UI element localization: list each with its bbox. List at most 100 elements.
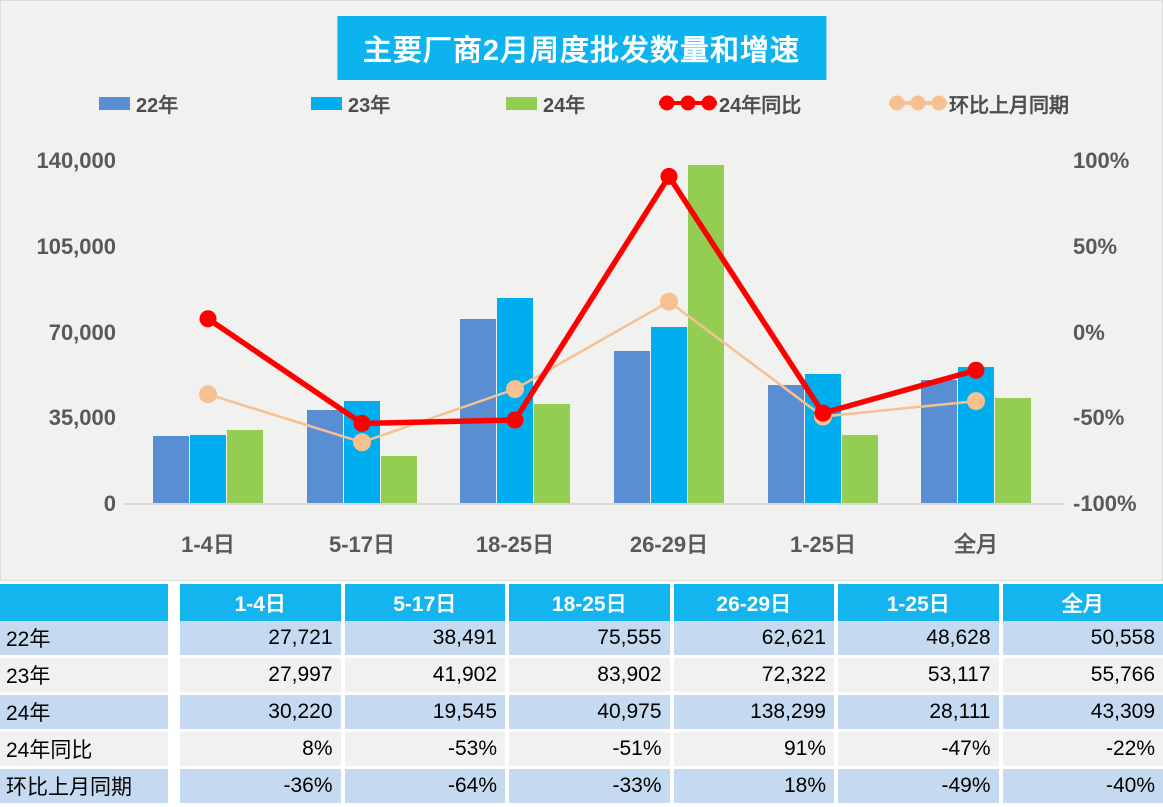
table-cell-环比上月同期-1-4日: -36% — [180, 769, 341, 803]
bar-23年-全月 — [958, 367, 994, 504]
table-row-label-22年: 22年 — [0, 621, 176, 655]
legend-item-环比上月同期: 环比上月同期 — [889, 89, 1069, 117]
bar-24年-26-29日 — [688, 165, 724, 504]
marker-24年同比-5-17日 — [353, 414, 371, 432]
marker-24年同比-26-29日 — [660, 167, 678, 185]
legend-item-24年: 24年 — [506, 89, 585, 117]
marker-24年同比-1-25日 — [814, 404, 832, 422]
table-cell-23年-5-17日: 41,902 — [344, 658, 505, 692]
legend-swatch-icon — [99, 96, 130, 110]
table-cell-22年-18-25日: 75,555 — [509, 621, 670, 655]
left-axis-tick: 70,000 — [48, 319, 116, 345]
legend-line-marker-icon — [889, 95, 947, 111]
table-cell-22年-1-25日: 48,628 — [838, 621, 999, 655]
table-cell-环比上月同期-全月: -40% — [1002, 769, 1163, 803]
left-axis-tick: 35,000 — [48, 405, 116, 431]
table-cell-环比上月同期-18-25日: -33% — [509, 769, 670, 803]
marker-24年同比-18-25日 — [506, 411, 524, 429]
legend-item-24年同比: 24年同比 — [659, 89, 801, 117]
table-cell-24年-26-29日: 138,299 — [673, 695, 834, 729]
table-cell-24年同比-全月: -22% — [1002, 732, 1163, 766]
table-cell-24年-18-25日: 40,975 — [509, 695, 670, 729]
line-series-overlay — [199, 167, 985, 452]
chart-title: 主要厂商2月周度批发数量和增速 — [336, 16, 827, 80]
bar-22年-1-25日 — [768, 384, 804, 504]
table-cell-24年同比-5-17日: -53% — [344, 732, 505, 766]
legend-line-marker-icon — [659, 95, 717, 111]
table-header-cell-26-29日: 26-29日 — [673, 584, 834, 621]
table-row-label-环比上月同期: 环比上月同期 — [0, 769, 176, 803]
legend-swatch-icon — [311, 96, 342, 110]
bar-22年-5-17日 — [307, 409, 343, 504]
marker-环比上月同期-全月 — [967, 392, 985, 411]
legend-label: 24年 — [543, 94, 586, 117]
table-row-label-24年同比: 24年同比 — [0, 732, 176, 766]
table-cell-23年-18-25日: 83,902 — [509, 658, 670, 692]
bar-22年-1-4日 — [153, 436, 189, 504]
left-axis-tick: 0 — [103, 491, 116, 516]
table-cell-24年同比-26-29日: 91% — [673, 732, 834, 766]
table-header-cell-全月: 全月 — [1002, 584, 1163, 621]
bar-23年-1-4日 — [190, 435, 226, 504]
legend-label: 24年同比 — [719, 94, 802, 117]
bar-22年-18-25日 — [460, 318, 496, 504]
x-axis-label-18-25日: 18-25日 — [475, 532, 555, 557]
x-axis-label-5-17日: 5-17日 — [328, 532, 396, 557]
table-cell-24年-5-17日: 19,545 — [344, 695, 505, 729]
right-axis-tick: 100% — [1073, 148, 1130, 173]
marker-环比上月同期-1-4日 — [199, 385, 217, 404]
line-环比上月同期 — [207, 300, 977, 444]
table-corner-cell — [0, 584, 176, 621]
table-cell-环比上月同期-26-29日: 18% — [673, 769, 834, 803]
table-cell-22年-26-29日: 62,621 — [673, 621, 834, 655]
table-row-label-24年: 24年 — [0, 695, 176, 729]
x-axis-line — [124, 503, 1064, 505]
right-axis-tick: 0% — [1073, 319, 1105, 345]
bar-24年-全月 — [995, 397, 1031, 504]
line-24年同比 — [206, 171, 977, 427]
marker-环比上月同期-26-29日 — [660, 292, 678, 311]
left-axis-tick: 105,000 — [36, 233, 116, 259]
bar-24年-5-17日 — [381, 456, 417, 504]
x-axis-label-全月: 全月 — [953, 532, 998, 557]
legend-label: 23年 — [348, 94, 391, 117]
table-cell-24年同比-1-25日: -47% — [838, 732, 999, 766]
table-header-cell-18-25日: 18-25日 — [509, 584, 670, 621]
x-axis-label-1-25日: 1-25日 — [789, 532, 857, 557]
x-axis-label-1-4日: 1-4日 — [181, 532, 235, 557]
table-cell-24年-1-25日: 28,111 — [838, 695, 999, 729]
table-cell-23年-全月: 55,766 — [1002, 658, 1163, 692]
bar-24年-1-25日 — [842, 435, 878, 504]
marker-24年同比-全月 — [967, 361, 985, 379]
bar-22年-全月 — [921, 380, 957, 504]
chart-panel: 主要厂商2月周度批发数量和增速 22年 23年 24年 24年同比 环比上月同期 140… — [0, 0, 1163, 581]
right-axis-tick: -100% — [1073, 491, 1137, 516]
marker-环比上月同期-5-17日 — [353, 433, 371, 452]
table-cell-24年-全月: 43,309 — [1002, 695, 1163, 729]
data-table: 1-4日 5-17日 18-25日 26-29日 1-25日 全月 22年 27,721 38,… — [0, 584, 1163, 803]
left-axis-tick: 140,000 — [36, 148, 116, 173]
table-header-cell-5-17日: 5-17日 — [344, 584, 505, 621]
table-cell-23年-1-25日: 53,117 — [838, 658, 999, 692]
table-row-label-23年: 23年 — [0, 658, 176, 692]
x-axis-label-26-29日: 26-29日 — [629, 532, 709, 557]
table-cell-24年同比-18-25日: -51% — [509, 732, 670, 766]
marker-环比上月同期-18-25日 — [506, 380, 524, 399]
marker-24年同比-1-4日 — [199, 310, 217, 328]
legend-item-23年: 23年 — [311, 89, 390, 117]
table-cell-环比上月同期-1-25日: -49% — [838, 769, 999, 803]
table-cell-23年-1-4日: 27,997 — [180, 658, 341, 692]
chart-legend: 22年 23年 24年 24年同比 环比上月同期 — [1, 89, 1163, 117]
legend-item-22年: 22年 — [99, 89, 178, 117]
legend-swatch-icon — [506, 96, 537, 110]
bar-24年-18-25日 — [534, 403, 570, 504]
table-cell-22年-5-17日: 38,491 — [344, 621, 505, 655]
table-header-cell-1-25日: 1-25日 — [838, 584, 999, 621]
legend-label: 22年 — [136, 94, 179, 117]
table-cell-24年同比-1-4日: 8% — [180, 732, 341, 766]
table-cell-22年-全月: 50,558 — [1002, 621, 1163, 655]
table-header-cell-1-4日: 1-4日 — [180, 584, 341, 621]
table-cell-24年-1-4日: 30,220 — [180, 695, 341, 729]
table-cell-22年-1-4日: 27,721 — [180, 621, 341, 655]
bar-24年-1-4日 — [227, 429, 263, 504]
